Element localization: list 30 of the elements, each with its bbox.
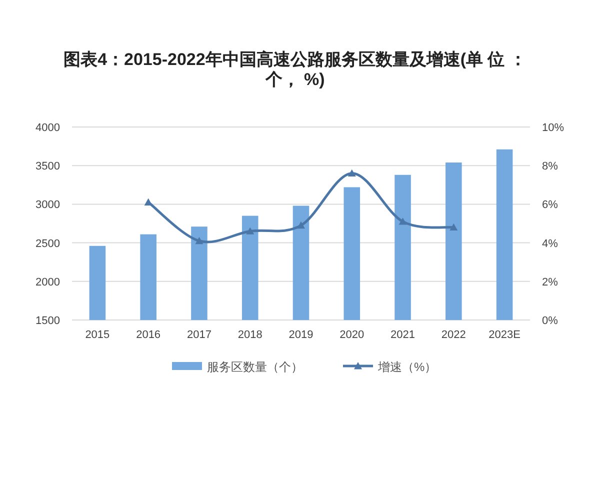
y2-tick-label: 10% [542, 122, 564, 134]
chart-title: 图表4：2015-2022年中国高速公路服务区数量及增速(单 位 ：个， %) [62, 50, 528, 90]
x-tick-label: 2020 [340, 329, 364, 341]
point [297, 221, 305, 229]
x-tick-label: 2016 [136, 329, 161, 341]
x-tick-label: 2019 [288, 329, 314, 341]
y-tick-label: 1500 [36, 315, 60, 327]
legend-label: 增速（%） [377, 360, 437, 374]
x-tick-label: 2015 [85, 329, 110, 341]
point [246, 227, 254, 234]
x-tick-label: 2018 [238, 329, 262, 341]
legend-label: 服务区数量（个） [207, 360, 303, 374]
y2-tick-label: 2% [542, 276, 558, 288]
y-tick-label: 3500 [36, 160, 60, 173]
y2-tick-label: 0% [542, 315, 558, 327]
y-tick-label: 3000 [36, 199, 60, 212]
point [398, 218, 407, 225]
point [195, 236, 204, 244]
y2-tick-label: 4% [542, 238, 558, 250]
y2-tick-label: 6% [542, 199, 558, 212]
y2-tick-label: 8% [542, 160, 558, 173]
x-tick-label: 2022 [441, 329, 466, 341]
point [348, 169, 356, 177]
point [450, 223, 458, 231]
x-tick-label: 2017 [186, 329, 212, 341]
y-tick-label: 4000 [36, 122, 60, 134]
y-tick-label: 2500 [36, 238, 60, 250]
x-tick-label: 2021 [390, 329, 416, 341]
y-tick-label: 2000 [36, 276, 60, 288]
x-tick-label: 2023E [488, 329, 520, 341]
